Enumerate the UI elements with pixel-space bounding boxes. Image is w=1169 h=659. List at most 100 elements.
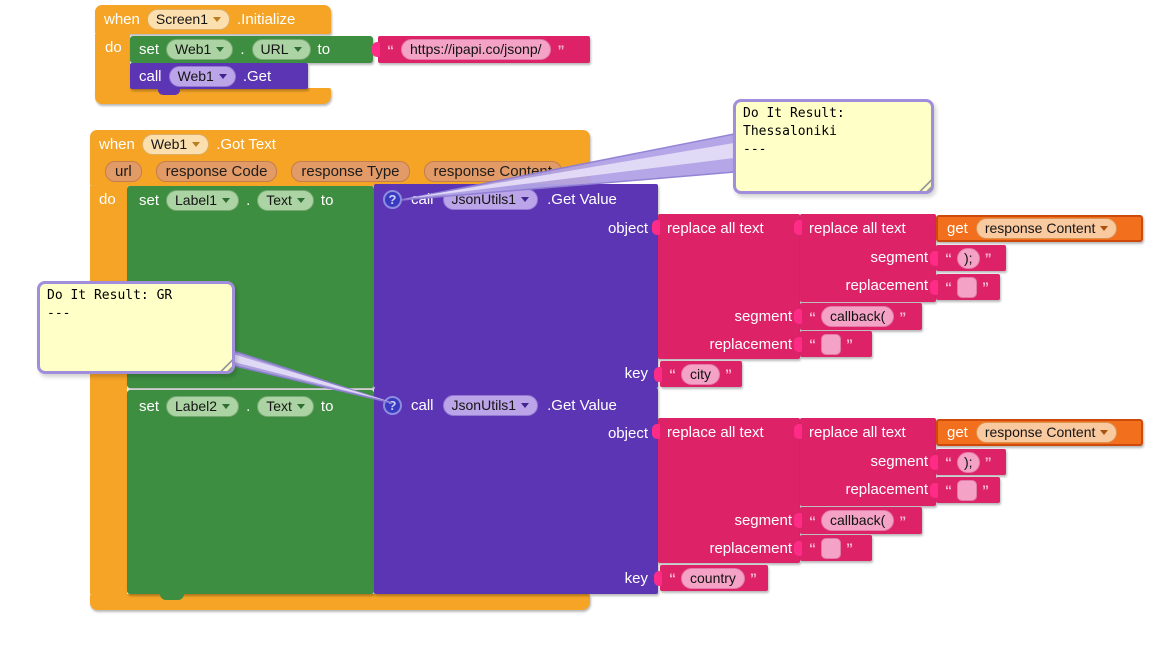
dot-label: . <box>246 397 251 415</box>
event-block-screen1-initialize[interactable]: when Screen1 .Initialize <box>95 5 331 34</box>
close-quote: ” <box>982 279 989 295</box>
close-quote: ” <box>725 366 732 382</box>
block-label: replace all text <box>667 220 764 237</box>
component-dropdown-jsonutils1[interactable]: JsonUtils1 <box>442 188 539 210</box>
text-field[interactable]: city <box>681 363 720 385</box>
open-quote: “ <box>387 41 394 58</box>
component-dropdown-label2[interactable]: Label2 <box>166 395 240 417</box>
component-dropdown-web1[interactable]: Web1 <box>168 65 236 87</box>
question-glyph: ? <box>388 191 397 207</box>
text-field-empty[interactable] <box>957 479 977 501</box>
text-field-empty[interactable] <box>821 333 841 355</box>
component-dropdown-label: JsonUtils1 <box>451 396 517 413</box>
param-pill-response-content[interactable]: response Content <box>423 161 562 182</box>
replace-all-text-inner-block-2[interactable]: replace all text segment replacement <box>800 418 936 506</box>
text-field-empty[interactable] <box>821 537 841 559</box>
text-block-segment-callback[interactable]: “ callback( ” <box>800 303 922 330</box>
help-question-icon[interactable]: ? <box>383 189 402 209</box>
block-label: replace all text <box>667 424 764 441</box>
variable-dropdown-response-content[interactable]: response Content <box>975 422 1118 443</box>
text-block-replacement-empty[interactable]: “ ” <box>936 477 1000 503</box>
component-dropdown-screen1[interactable]: Screen1 <box>146 9 231 30</box>
replacement-socket-label: replacement <box>709 540 792 557</box>
segment-socket-label: segment <box>734 308 792 325</box>
dropdown-arrow-icon <box>1100 430 1109 435</box>
dropdown-arrow-icon <box>222 197 231 203</box>
text-block-replacement-empty[interactable]: “ ” <box>936 274 1000 300</box>
component-dropdown-label1[interactable]: Label1 <box>166 189 240 211</box>
property-dropdown-label: Text <box>266 191 292 208</box>
dropdown-arrow-icon <box>296 197 305 203</box>
event-params-row: url response Code response Type response… <box>90 159 590 184</box>
key-socket-label: key <box>624 570 648 587</box>
resize-handle-icon[interactable] <box>219 358 232 371</box>
get-response-content-block-2[interactable]: get response Content <box>936 419 1143 446</box>
when-label: when <box>99 136 135 153</box>
replace-all-text-outer-block-2[interactable]: replace all text segment replacement <box>658 418 800 563</box>
component-dropdown-jsonutils1[interactable]: JsonUtils1 <box>442 394 539 416</box>
set-label: set <box>139 397 160 415</box>
resize-handle-icon[interactable] <box>918 178 931 191</box>
text-block-replacement-empty[interactable]: “ ” <box>800 331 872 357</box>
text-block-segment-parens[interactable]: “ ); ” <box>936 449 1006 475</box>
call-web1-get-block[interactable]: call Web1 .Get <box>130 63 308 89</box>
component-dropdown-label: Web1 <box>150 136 188 152</box>
get-label: get <box>947 424 968 441</box>
do-label: do <box>105 39 122 56</box>
event-block-web1-gottext[interactable]: when Web1 .Got Text url response Code re… <box>90 130 590 186</box>
component-dropdown-label: Label2 <box>175 397 218 414</box>
call-jsonutils-getvalue-block-2[interactable]: ? call JsonUtils1 .Get Value object key <box>374 388 658 594</box>
close-quote: ” <box>846 336 853 352</box>
param-pill-response-type[interactable]: response Type <box>291 161 410 182</box>
param-pill-response-code[interactable]: response Code <box>155 161 278 182</box>
text-field[interactable]: country <box>681 567 745 589</box>
object-socket-label: object <box>607 220 648 237</box>
replace-all-text-inner-block-1[interactable]: replace all text segment replacement <box>800 214 936 302</box>
event-block-do-strip: do <box>90 186 127 594</box>
to-label: to <box>320 397 334 415</box>
text-field[interactable]: ); <box>957 247 980 269</box>
text-field-url[interactable]: https://ipapi.co/jsonp/ <box>401 39 551 60</box>
component-dropdown-web1[interactable]: Web1 <box>141 134 210 155</box>
event-block-footer <box>90 594 590 610</box>
call-jsonutils-getvalue-block-1[interactable]: ? call JsonUtils1 .Get Value object key <box>374 184 658 388</box>
comment-text: Do It Result: GR --- <box>47 288 173 321</box>
method-name-label: .Get <box>242 67 272 85</box>
text-block-url[interactable]: “ https://ipapi.co/jsonp/ ” <box>378 36 590 63</box>
text-block-replacement-empty[interactable]: “ ” <box>800 535 872 561</box>
segment-socket-label: segment <box>734 512 792 529</box>
open-quote: “ <box>809 540 816 556</box>
text-block-segment-parens[interactable]: “ ); ” <box>936 245 1006 271</box>
get-response-content-block-1[interactable]: get response Content <box>936 215 1143 242</box>
connector-tab <box>160 592 184 600</box>
help-question-icon[interactable]: ? <box>383 395 402 415</box>
close-quote: ” <box>557 41 565 58</box>
component-dropdown-label: Label1 <box>175 191 218 208</box>
do-it-result-comment-1[interactable]: Do It Result: Thessaloniki --- <box>733 99 934 194</box>
text-field-empty[interactable] <box>957 276 977 298</box>
method-name-label: .Get Value <box>547 190 617 208</box>
text-field[interactable]: callback( <box>821 306 895 327</box>
property-dropdown-url[interactable]: URL <box>251 39 311 60</box>
event-block-footer <box>95 88 331 104</box>
variable-dropdown-response-content[interactable]: response Content <box>975 218 1118 239</box>
dropdown-arrow-icon <box>293 47 302 52</box>
set-label2-text-block[interactable]: set Label2 . Text to <box>127 390 374 594</box>
set-web1-url-block[interactable]: set Web1 . URL to <box>130 36 373 63</box>
text-field[interactable]: ); <box>957 451 980 473</box>
property-dropdown-text[interactable]: Text <box>257 395 314 417</box>
segment-socket-label: segment <box>870 249 928 266</box>
component-dropdown-web1[interactable]: Web1 <box>166 39 234 60</box>
text-block-key-city[interactable]: “ city ” <box>660 361 742 387</box>
replace-all-text-outer-block-1[interactable]: replace all text segment replacement <box>658 214 800 359</box>
param-pill-url[interactable]: url <box>105 161 142 182</box>
property-dropdown-text[interactable]: Text <box>257 189 314 211</box>
do-it-result-comment-2[interactable]: Do It Result: GR --- <box>37 281 235 374</box>
text-block-key-country[interactable]: “ country ” <box>660 565 768 591</box>
text-block-segment-callback[interactable]: “ callback( ” <box>800 507 922 534</box>
dropdown-arrow-icon <box>296 403 305 409</box>
text-field[interactable]: callback( <box>821 510 895 531</box>
property-dropdown-label: URL <box>260 41 289 57</box>
open-quote: “ <box>945 454 952 470</box>
